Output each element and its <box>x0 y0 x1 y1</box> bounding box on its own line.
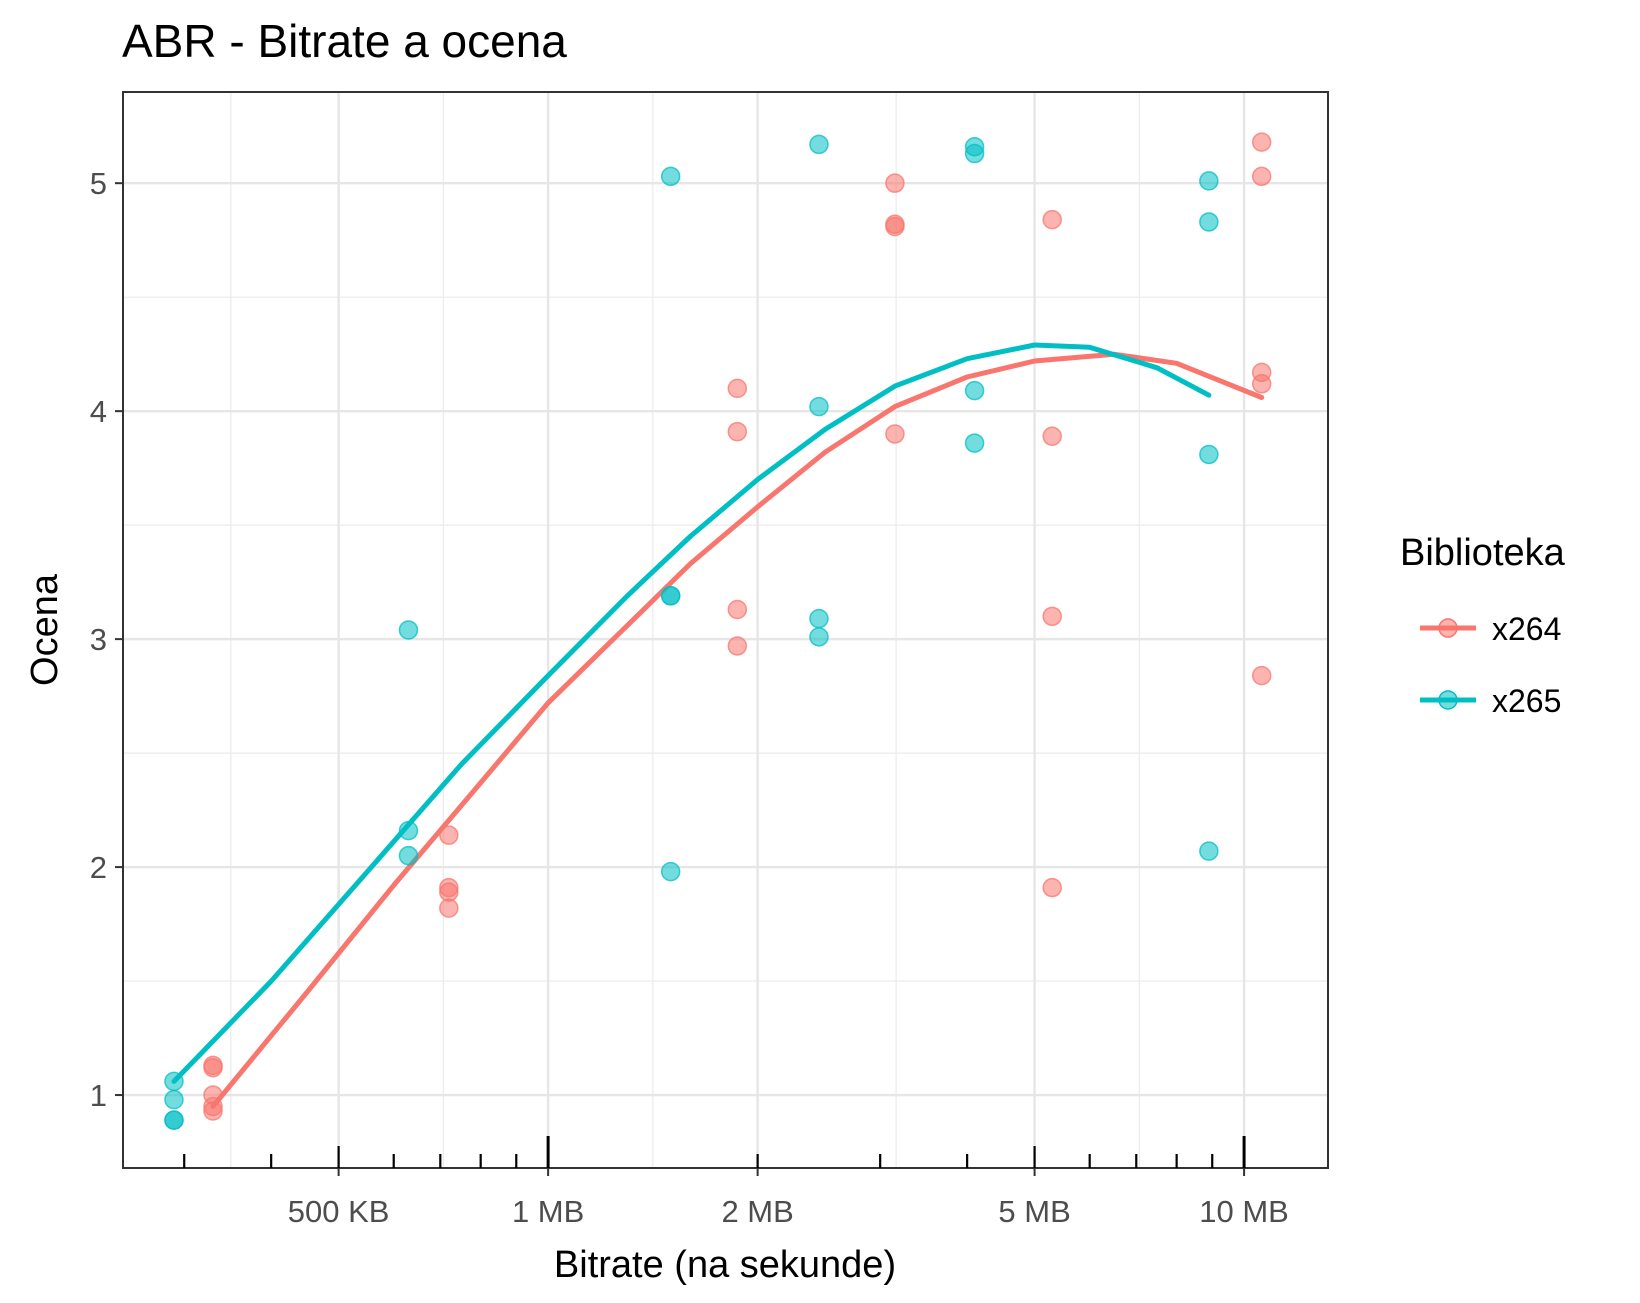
data-point-x265 <box>809 627 829 647</box>
data-point-x264 <box>1251 665 1272 686</box>
data-point-x264 <box>885 424 905 444</box>
data-point-x264 <box>885 216 905 237</box>
major-gridlines <box>123 92 1328 1168</box>
y-tick-label: 1 <box>90 1078 107 1113</box>
data-point-x265 <box>809 396 829 417</box>
y-tick-label: 4 <box>90 394 107 429</box>
y-tick-label: 2 <box>90 850 107 885</box>
data-point-x264 <box>203 1101 223 1121</box>
data-point-x264 <box>1042 606 1062 627</box>
data-point-x264 <box>1042 877 1062 898</box>
data-point-x264 <box>885 173 905 193</box>
data-point-x264 <box>203 1057 223 1078</box>
legend-key-point <box>1438 618 1458 638</box>
data-point-x265 <box>398 620 419 640</box>
data-point-x265 <box>1199 444 1219 465</box>
data-point-x264 <box>727 378 748 399</box>
smooth-line-x265 <box>171 342 1212 1084</box>
data-point-x265 <box>164 1071 184 1092</box>
data-point-x264 <box>439 898 459 918</box>
x-tick-label: 1 MB <box>512 1194 584 1229</box>
data-point-x264 <box>1042 426 1062 446</box>
legend-label: x265 <box>1492 683 1561 719</box>
data-point-x264 <box>727 599 748 620</box>
data-point-x265 <box>964 143 985 164</box>
legend-label: x264 <box>1492 611 1561 647</box>
plot-border <box>122 91 1329 1169</box>
data-point-x265 <box>1199 841 1219 861</box>
data-point-x264 <box>1251 374 1272 394</box>
chart-title: ABR - Bitrate a ocena <box>122 15 567 67</box>
data-point-x265 <box>660 166 681 187</box>
data-point-x264 <box>1251 132 1272 152</box>
legend-title: Biblioteka <box>1400 532 1566 574</box>
y-tick-label: 5 <box>90 166 107 201</box>
x-axis-title: Bitrate (na sekunde) <box>554 1244 896 1286</box>
data-point-x265 <box>164 1089 184 1110</box>
plot-background <box>123 92 1328 1168</box>
data-point-x265 <box>398 845 419 866</box>
data-point-x264 <box>727 636 748 656</box>
data-points <box>164 132 1272 1130</box>
legend: Biblioteka x264 x265 <box>1400 532 1566 719</box>
x-tick-label: 10 MB <box>1199 1194 1289 1229</box>
data-point-x264 <box>439 825 459 845</box>
data-point-x265 <box>1199 171 1219 191</box>
axes: 500 KB 1 MB 2 MB 5 MB 10 MB 1 2 3 4 5 <box>90 166 1289 1229</box>
data-point-x265 <box>964 433 985 453</box>
legend-key-point <box>1438 690 1458 710</box>
smooth-lines <box>171 342 1265 1109</box>
minor-gridlines <box>123 92 1328 1168</box>
x-tick-label: 500 KB <box>288 1194 390 1229</box>
smooth-line-x264 <box>210 351 1265 1109</box>
data-point-x264 <box>727 421 748 442</box>
data-point-x265 <box>164 1110 184 1130</box>
data-point-x265 <box>660 586 681 606</box>
x-tick-label: 5 MB <box>998 1194 1070 1229</box>
data-point-x265 <box>1199 212 1219 232</box>
data-point-x265 <box>809 134 829 155</box>
data-point-x265 <box>398 820 419 841</box>
data-point-x265 <box>964 380 985 401</box>
y-tick-label: 3 <box>90 622 107 657</box>
data-point-x265 <box>660 861 681 882</box>
x-tick-label: 2 MB <box>721 1194 793 1229</box>
data-point-x264 <box>1042 209 1062 230</box>
data-point-x264 <box>1251 166 1272 187</box>
y-axis-title: Ocena <box>24 573 66 686</box>
data-point-x265 <box>809 608 829 629</box>
